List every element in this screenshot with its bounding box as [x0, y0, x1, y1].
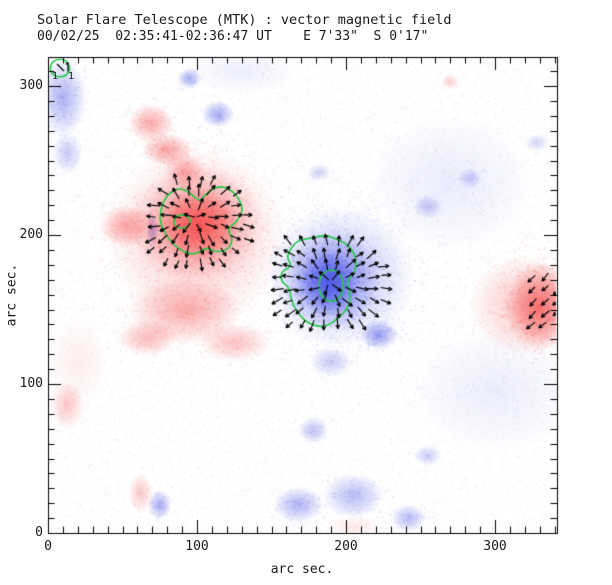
figure-subtitle: 00/02/25 02:35:41-02:36:47 UT E 7'33" S … [37, 29, 429, 44]
x-tick-label: 300 [483, 539, 507, 554]
y-tick-label: 300 [19, 78, 43, 93]
x-tick-label: 0 [44, 539, 52, 554]
x-tick-label: 200 [334, 539, 358, 554]
y-tick-label: 100 [19, 376, 43, 391]
x-tick-label: 100 [185, 539, 209, 554]
figure-title: Solar Flare Telescope (MTK) : vector mag… [37, 12, 452, 28]
x-axis-label: arc sec. [270, 562, 334, 577]
y-tick-label: 200 [19, 227, 43, 242]
y-axis-label: arc sec. [4, 263, 20, 327]
y-tick-label: 0 [35, 525, 43, 540]
vector-scale-label: 1 1 [52, 71, 77, 82]
